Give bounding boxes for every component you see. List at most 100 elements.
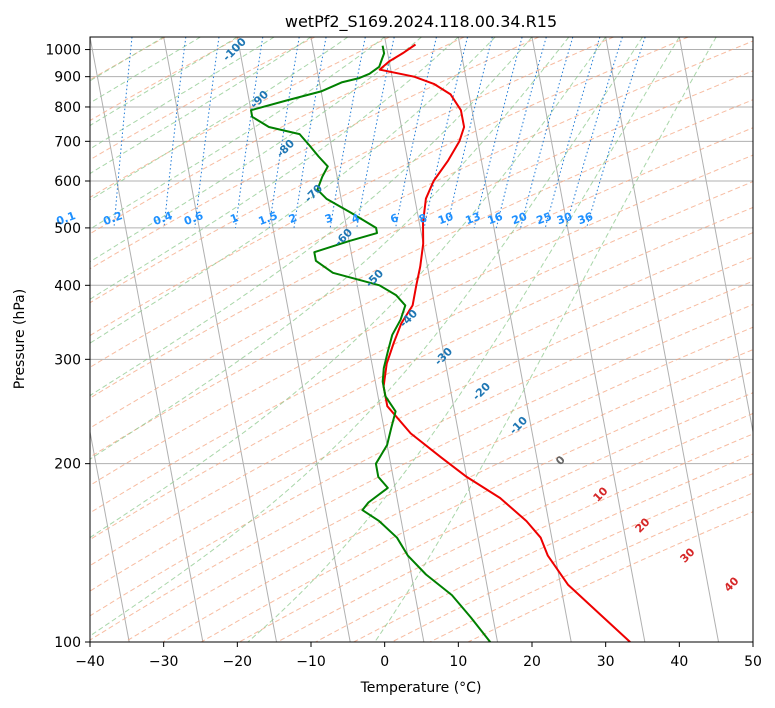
dry-adiabat [467,511,753,642]
isotherm [384,37,499,642]
isotherm [310,37,425,642]
dry-adiabat [90,70,753,399]
x-axis: −40 −30 −20 −10 0 10 20 30 40 50 [75,642,762,670]
y-tick-label: 300 [54,352,81,368]
dry-adiabat [90,37,540,270]
x-tick-label: −20 [223,654,253,670]
mixing-ratio-line [446,37,493,229]
mixing-ratio-line [329,37,366,228]
x-axis-label: Temperature (°C) [360,680,482,696]
isotherm [605,37,720,642]
dry-adiabat [90,37,390,198]
x-tick-label: 30 [597,654,615,670]
dry-adiabat-label: 0 [553,453,568,468]
mixing-ratio-line [113,37,133,228]
dry-adiabat-label: -90 [248,88,271,111]
dewpoint-profile [250,45,491,642]
dry-adiabat-label: 30 [678,545,698,565]
dry-adiabat [90,37,689,337]
isotherm [90,37,204,642]
moist-adiabat [90,37,349,201]
mixing-ratio-label: 16 [486,210,505,228]
y-tick-label: 800 [54,100,81,116]
mixing-ratio-label: 6 [389,211,401,226]
moist-adiabat [90,37,312,175]
temperature-profile [378,43,631,642]
dry-adiabat [90,256,753,592]
x-tick-label: 20 [523,654,541,670]
isotherm [236,37,351,642]
mixing-ratio-label: 2 [287,211,299,226]
y-tick-label: 100 [54,635,81,651]
mixing-ratio-label: 8 [417,211,429,226]
mixing-ratio-line [473,37,523,229]
mixing-ratio-line [67,37,82,228]
mixing-ratio-label: 0.4 [151,209,174,228]
dry-adiabat [90,280,753,617]
dry-adiabat [90,127,753,458]
isotherm [163,37,278,642]
line-annotations: -100-90-80-70-60-50-40-30-20-10010203040… [55,35,742,595]
dry-adiabat [90,206,753,541]
dry-adiabat-label: 10 [591,484,611,504]
mixing-ratio-line [234,37,264,228]
dry-adiabat-label: -10 [507,414,530,437]
isotherm [457,37,572,642]
y-tick-label: 400 [54,278,81,294]
mixing-ratio-line [163,37,187,228]
mixing-ratio-line [395,37,437,228]
moist-adiabat [90,37,238,127]
mixing-ratio-label: 36 [576,210,595,228]
isotherm [531,37,646,642]
isotherm [678,37,753,435]
dry-adiabat [162,349,753,642]
dry-adiabat [239,392,753,642]
mixing-ratio-line [356,37,395,228]
y-tick-label: 700 [54,134,81,150]
moist-adiabat [90,37,275,150]
x-tick-label: 10 [449,654,467,670]
moist-adiabat [90,37,201,104]
background-lines [67,37,753,642]
dry-adiabat [90,154,753,486]
dry-adiabat [277,412,753,642]
dry-adiabat-label: -20 [470,380,493,403]
mixing-ratio-line [520,37,574,229]
mixing-ratio-line [544,37,601,229]
mixing-ratio-label: 0.1 [55,209,78,228]
dry-adiabat [90,232,753,567]
chart-title: wetPf2_S169.2024.118.00.34.R15 [285,12,557,32]
y-axis-label: Pressure (hPa) [12,289,28,389]
mixing-ratio-label: 13 [464,210,483,227]
mixing-ratio-label: 4 [350,211,362,226]
dry-adiabat-label: 40 [722,574,742,594]
mixing-ratio-label: 30 [555,210,574,228]
mixing-ratio-label: 1.5 [257,209,280,228]
moist-adiabat [374,37,717,642]
isotherm [90,429,130,642]
mixing-ratio-line [495,37,547,229]
dry-adiabat [90,303,753,641]
y-axis: 100 200 300 400 500 600 700 800 900 1000 [45,43,90,651]
moist-adiabat [90,37,164,82]
x-tick-label: −40 [75,654,105,670]
moist-adiabat [247,37,680,642]
mixing-ratio-label: 10 [436,210,455,228]
x-tick-label: −30 [149,654,179,670]
dry-adiabat-label: -80 [274,137,297,160]
y-tick-label: 1000 [45,43,81,59]
x-tick-label: 50 [744,654,762,670]
dry-adiabat-label: -30 [432,345,455,368]
mixing-ratio-label: 3 [323,211,335,226]
plot-frame [89,36,754,643]
y-tick-label: 500 [54,221,81,237]
dry-adiabat [90,40,753,368]
moist-adiabat [90,37,422,263]
sounding-profiles [250,43,631,642]
moist-adiabat [90,37,570,460]
moist-adiabat [90,37,385,230]
mixing-ratio-line [268,37,300,228]
y-tick-label: 900 [54,70,81,86]
mixing-ratio-line [194,37,220,228]
